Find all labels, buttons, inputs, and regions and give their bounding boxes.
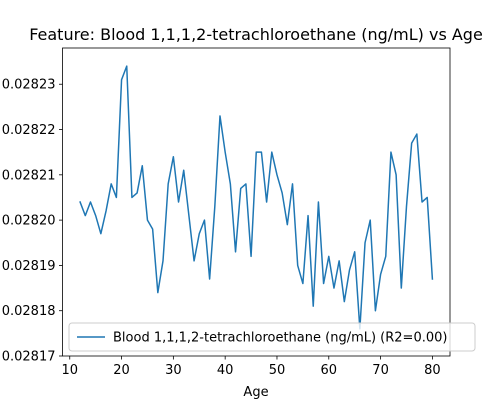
y-tick-label: 0.02818 xyxy=(2,304,56,319)
y-tick-label: 0.02821 xyxy=(2,168,56,183)
x-tick-label: 50 xyxy=(269,363,286,378)
legend-entry-label: Blood 1,1,1,2-tetrachloroethane (ng/mL) … xyxy=(113,331,447,346)
x-axis-label: Age xyxy=(243,385,268,400)
x-tick-label: 40 xyxy=(217,363,234,378)
plot-frame xyxy=(62,47,451,357)
legend: Blood 1,1,1,2-tetrachloroethane (ng/mL) … xyxy=(68,322,476,352)
y-tick-label: 0.02817 xyxy=(2,350,56,365)
series-line-0 xyxy=(79,65,434,330)
x-tick-label: 80 xyxy=(424,363,441,378)
x-tick-label: 10 xyxy=(61,363,78,378)
y-tick-label: 0.02822 xyxy=(2,123,56,138)
title-layer: Feature: Blood 1,1,1,2-tetrachloroethane… xyxy=(29,25,483,44)
x-tick-label: 30 xyxy=(165,363,182,378)
y-tick-label: 0.02823 xyxy=(2,78,56,93)
legend-box xyxy=(68,322,476,352)
series-layer xyxy=(79,65,434,330)
x-tick-label: 70 xyxy=(372,363,389,378)
axes-layer: 10 20 30 40 50 60 70 80 0.02817 0.02818 0.02819 0.0… xyxy=(2,47,451,378)
x-tick-label: 20 xyxy=(113,363,130,378)
x-tick-label: 60 xyxy=(321,363,338,378)
y-tick-label: 0.02820 xyxy=(2,214,56,229)
y-tick-label: 0.02819 xyxy=(2,259,56,274)
chart-title: Feature: Blood 1,1,1,2-tetrachloroethane… xyxy=(29,25,483,44)
